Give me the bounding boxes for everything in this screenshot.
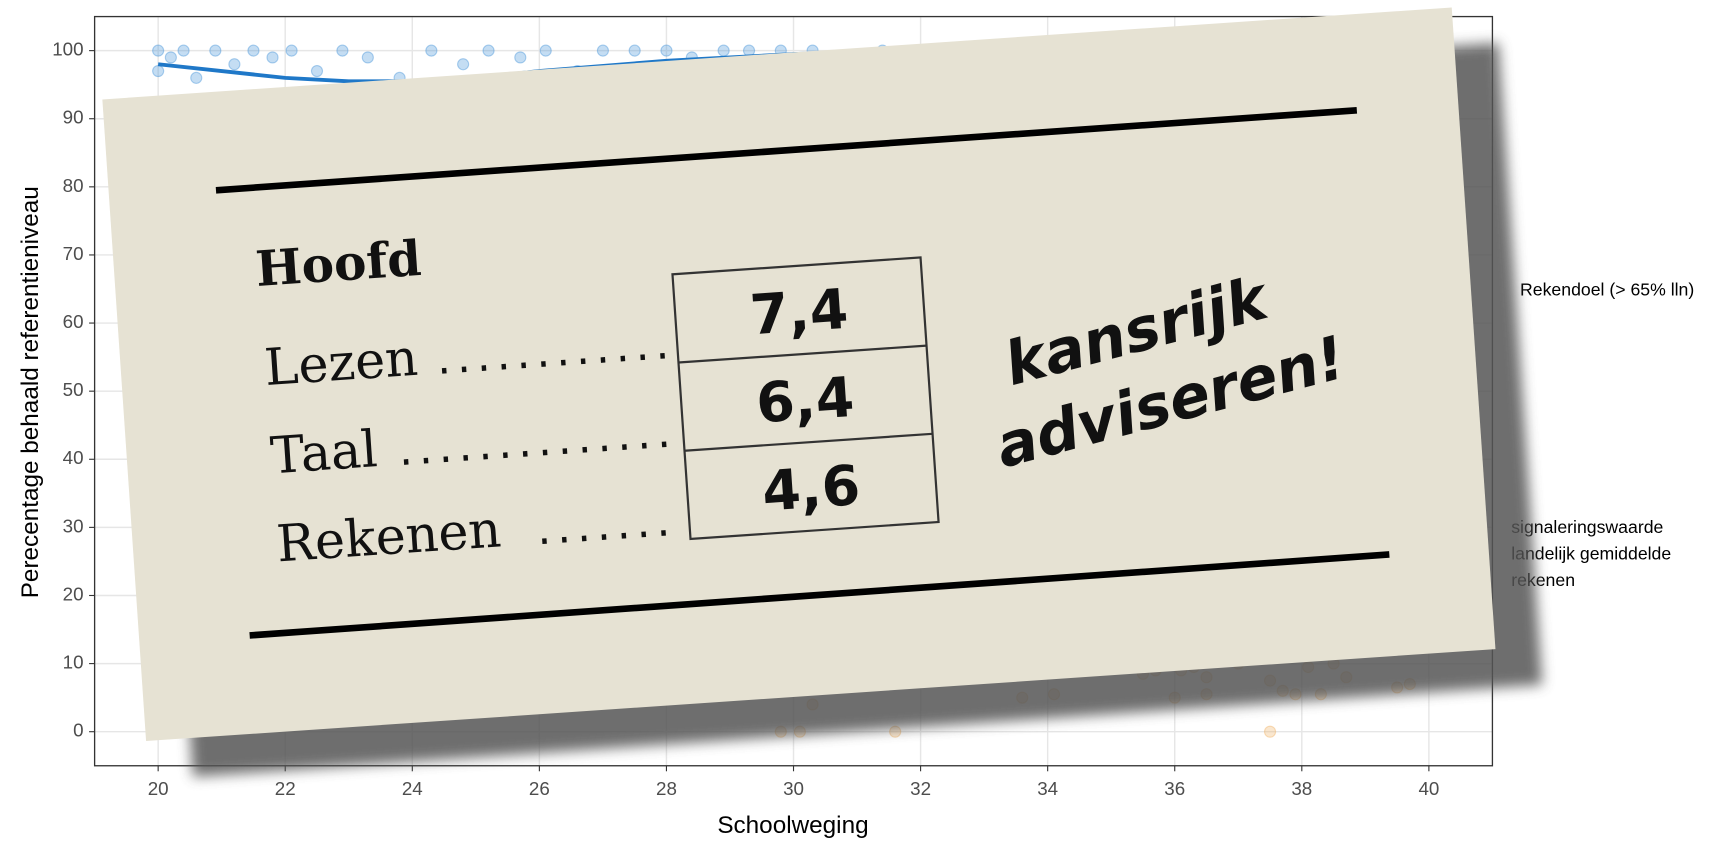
- score-divider: [678, 344, 927, 364]
- y-tick-label: 70: [63, 243, 84, 264]
- y-tick-label: 30: [63, 515, 84, 536]
- y-tick-label: 80: [63, 175, 84, 196]
- point: [209, 44, 222, 57]
- row-label: Lezen: [263, 328, 420, 397]
- annotation: signaleringswaarde: [1511, 517, 1663, 537]
- card: Hoofd Lezen Taal Rekenen 7,4 6,4 4,6 kan…: [102, 7, 1543, 777]
- y-tick-label: 20: [63, 583, 84, 604]
- point: [660, 44, 673, 57]
- row-value: 4,6: [760, 454, 862, 525]
- point: [152, 44, 165, 57]
- point: [539, 44, 552, 57]
- point: [266, 51, 279, 64]
- card-rule: [215, 106, 1358, 194]
- x-tick-label: 32: [910, 778, 931, 799]
- x-tick-label: 26: [529, 778, 550, 799]
- point: [177, 44, 190, 57]
- point: [247, 44, 260, 57]
- x-tick-label: 24: [402, 778, 423, 799]
- card-background: [102, 7, 1496, 742]
- point: [425, 44, 438, 57]
- annotation: Rekendoel (> 65% lln): [1520, 279, 1694, 299]
- annotations: Rekendoel (> 65% lln) signaleringswaarde l…: [1511, 279, 1694, 590]
- point: [228, 58, 241, 71]
- x-tick-label: 30: [783, 778, 804, 799]
- x-tick-label: 40: [1418, 778, 1439, 799]
- point: [514, 51, 527, 64]
- card-title: Hoofd: [254, 230, 423, 298]
- leader-dots: [542, 529, 681, 545]
- point: [1263, 725, 1277, 738]
- point: [628, 44, 641, 57]
- point: [190, 71, 203, 84]
- score-divider: [684, 432, 933, 452]
- point: [336, 44, 349, 57]
- card-rule: [249, 551, 1390, 639]
- x-tick-label: 22: [275, 778, 296, 799]
- point: [457, 58, 470, 71]
- row-value: 6,4: [754, 366, 856, 437]
- point: [152, 64, 165, 78]
- score-box: [671, 256, 940, 541]
- y-tick-label: 50: [63, 379, 84, 400]
- y-tick-label: 100: [52, 39, 83, 60]
- point: [482, 44, 495, 57]
- x-tick-label: 36: [1164, 778, 1185, 799]
- x-tick-label: 38: [1291, 778, 1312, 799]
- y-tick-label: 10: [63, 652, 84, 673]
- y-tick-label: 60: [63, 311, 84, 332]
- axes: 0 10 20 30 40 50 60 70 80 90 100 20 22 24 26 28 30 32 34 36…: [52, 39, 1439, 799]
- point: [164, 51, 177, 64]
- x-axis-title: Schoolweging: [717, 812, 868, 839]
- point: [361, 51, 374, 64]
- point: [596, 44, 609, 57]
- y-tick-label: 40: [63, 447, 84, 468]
- y-tick-label: 0: [73, 720, 83, 741]
- x-tick-label: 28: [656, 778, 677, 799]
- y-tick-label: 90: [63, 107, 84, 128]
- row-value: 7,4: [748, 278, 850, 349]
- x-tick-label: 34: [1037, 778, 1058, 799]
- point: [285, 44, 298, 57]
- x-tick-label: 20: [148, 778, 169, 799]
- point: [717, 44, 730, 57]
- y-axis-title: Perecentage behaald referentieniveau: [17, 186, 44, 598]
- row-label: Taal: [269, 419, 380, 485]
- annotation: landelijk gemiddelde: [1511, 543, 1671, 563]
- point: [310, 64, 324, 78]
